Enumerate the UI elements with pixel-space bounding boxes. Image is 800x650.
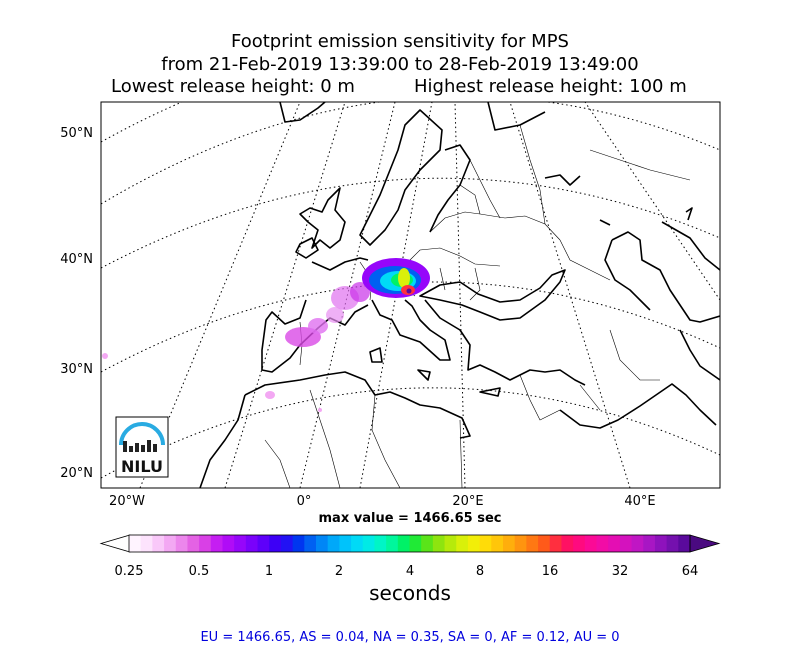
colorbar-swatch xyxy=(222,535,235,552)
colorbar-swatch xyxy=(456,535,469,552)
highest-release-height: Highest release height: 100 m xyxy=(414,76,687,97)
colorbar-swatch xyxy=(561,535,574,552)
colorbar-swatch xyxy=(619,535,633,552)
colorbar-swatch xyxy=(584,535,598,552)
map-content xyxy=(101,102,720,488)
colorbar-tick-label: 4 xyxy=(405,564,415,579)
colorbar xyxy=(99,534,721,553)
colorbar-swatch xyxy=(199,535,212,552)
colorbar-swatch xyxy=(421,535,434,552)
colorbar-swatch xyxy=(514,535,527,552)
colorbar-label: seconds xyxy=(369,581,451,605)
lon-label-20w: 20°W xyxy=(109,494,145,509)
colorbar-swatch xyxy=(549,535,563,552)
colorbar-swatch xyxy=(316,535,329,552)
lat-label-50n: 50°N xyxy=(60,126,93,141)
colorbar-swatch xyxy=(175,535,189,552)
colorbar-swatch xyxy=(678,535,691,552)
colorbar-tick-label: 2 xyxy=(334,564,344,579)
colorbar-swatch xyxy=(304,535,317,552)
colorbar-tick-label: 16 xyxy=(541,564,559,579)
colorbar-swatch xyxy=(140,535,153,552)
colorbar-swatch xyxy=(409,535,422,552)
colorbar-swatch xyxy=(491,535,504,552)
colorbar-swatch xyxy=(210,535,224,552)
colorbar-swatch xyxy=(234,535,247,552)
colorbar-max-arrow xyxy=(689,534,721,553)
nilu-logo-text: NILU xyxy=(121,457,163,476)
colorbar-swatch xyxy=(479,535,492,552)
map-date-range: from 21-Feb-2019 13:39:00 to 28-Feb-2019… xyxy=(161,54,639,75)
nilu-logo: NILU xyxy=(115,416,169,478)
lon-label-0: 0° xyxy=(296,494,312,509)
colorbar-swatch xyxy=(280,535,294,552)
colorbar-swatch xyxy=(362,535,376,552)
colorbar-swatch xyxy=(351,535,364,552)
region-statistics: EU = 1466.65, AS = 0.04, NA = 0.35, SA =… xyxy=(200,630,620,645)
colorbar-tick-label: 0.5 xyxy=(188,564,210,579)
colorbar-tick-label: 1 xyxy=(264,564,274,579)
colorbar-swatch xyxy=(374,535,387,552)
colorbar-swatch xyxy=(631,535,644,552)
colorbar-swatch xyxy=(503,535,516,552)
colorbar-swatch xyxy=(608,535,621,552)
colorbar-swatch xyxy=(386,535,399,552)
colorbar-swatch xyxy=(152,535,165,552)
colorbar-swatch xyxy=(643,535,656,552)
colorbar-swatch xyxy=(666,535,679,552)
colorbar-tick-label: 8 xyxy=(475,564,485,579)
lon-label-20e: 20°E xyxy=(452,494,484,509)
map-frame xyxy=(100,101,721,489)
colorbar-swatch xyxy=(257,535,270,552)
colorbar-tick-label: 32 xyxy=(611,564,629,579)
colorbar-swatch xyxy=(245,535,259,552)
colorbar-tick-label: 64 xyxy=(681,564,699,579)
colorbar-swatch xyxy=(327,535,340,552)
colorbar-swatch xyxy=(654,535,668,552)
colorbar-swatch xyxy=(526,535,539,552)
map-title: Footprint emission sensitivity for MPS xyxy=(231,31,569,52)
max-value: max value = 1466.65 sec xyxy=(318,511,502,526)
colorbar-swatch xyxy=(129,535,142,552)
colorbar-swatch xyxy=(467,535,481,552)
colorbar-swatch xyxy=(538,535,551,552)
lat-label-40n: 40°N xyxy=(60,252,93,267)
colorbar-swatch xyxy=(187,535,200,552)
colorbar-swatch xyxy=(164,535,177,552)
lat-label-30n: 30°N xyxy=(60,362,93,377)
colorbar-frame xyxy=(128,534,691,553)
emission-plume xyxy=(102,258,430,412)
colorbar-min-arrow xyxy=(99,534,131,553)
colorbar-swatch xyxy=(269,535,282,552)
coastlines xyxy=(199,102,720,488)
colorbar-swatch xyxy=(339,535,352,552)
colorbar-swatch xyxy=(444,535,457,552)
lat-label-20n: 20°N xyxy=(60,466,93,481)
colorbar-swatch xyxy=(432,535,446,552)
colorbar-swatch xyxy=(596,535,609,552)
colorbar-swatch xyxy=(397,535,411,552)
lowest-release-height: Lowest release height: 0 m xyxy=(111,76,355,97)
colorbar-swatch xyxy=(573,535,586,552)
colorbar-swatch xyxy=(292,535,305,552)
colorbar-tick-label: 0.25 xyxy=(114,564,144,579)
lon-label-40e: 40°E xyxy=(624,494,656,509)
